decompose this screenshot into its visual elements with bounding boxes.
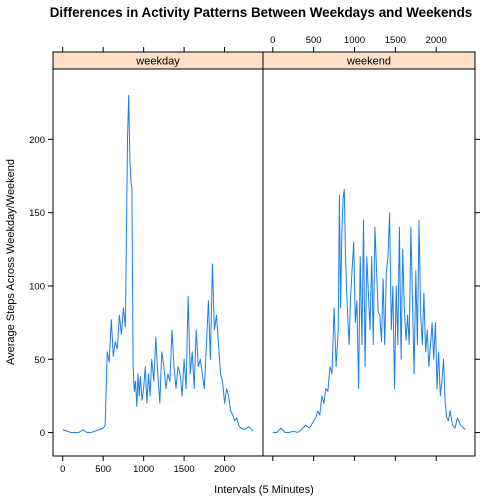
chart-frame-layer: weekday weekend bbox=[52, 51, 476, 457]
x-axis-label: Intervals (5 Minutes) bbox=[214, 484, 314, 496]
x-tick-label-weekend-2000: 2000 bbox=[426, 35, 447, 46]
y-tick-label-200: 200 bbox=[29, 135, 45, 146]
series-weekday-line bbox=[62, 94, 254, 433]
y-tick-label-50: 50 bbox=[34, 355, 45, 366]
x-tick-label-weekend-1500: 1500 bbox=[385, 35, 406, 46]
x-tick-label-weekday-0: 0 bbox=[60, 464, 65, 475]
chart-tick-layer: 0 500 1000 1500 2000 0 500 1000 1500 2000 0 50 100 15… bbox=[29, 35, 480, 475]
y-axis-label: Average Steps Across Weekday/Weekend bbox=[5, 159, 17, 365]
series-weekend-line bbox=[272, 188, 466, 433]
panel-weekend-frame bbox=[262, 51, 476, 457]
chart-series-layer bbox=[62, 94, 466, 433]
x-tick-label-weekday-1000: 1000 bbox=[133, 464, 154, 475]
x-tick-label-weekend-1000: 1000 bbox=[344, 35, 365, 46]
y-tick-label-0: 0 bbox=[40, 428, 45, 439]
x-tick-label-weekday-1500: 1500 bbox=[174, 464, 195, 475]
x-tick-label-weekday-2000: 2000 bbox=[214, 464, 235, 475]
panel-weekend-area bbox=[263, 69, 475, 456]
chart-background-layer bbox=[53, 69, 475, 456]
x-tick-label-weekend-500: 500 bbox=[306, 35, 322, 46]
y-tick-label-100: 100 bbox=[29, 281, 45, 292]
x-tick-label-weekday-500: 500 bbox=[95, 464, 111, 475]
panel-weekend-strip-label: weekend bbox=[346, 56, 391, 68]
panel-weekday-strip-label: weekday bbox=[135, 56, 180, 68]
chart-title: Differences in Activity Patterns Between… bbox=[50, 5, 472, 20]
y-tick-label-150: 150 bbox=[29, 208, 45, 219]
x-tick-label-weekend-0: 0 bbox=[270, 35, 275, 46]
panel-weekday-area bbox=[53, 69, 263, 456]
